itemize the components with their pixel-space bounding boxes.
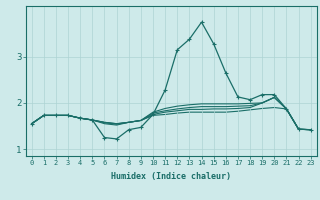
X-axis label: Humidex (Indice chaleur): Humidex (Indice chaleur) (111, 172, 231, 181)
